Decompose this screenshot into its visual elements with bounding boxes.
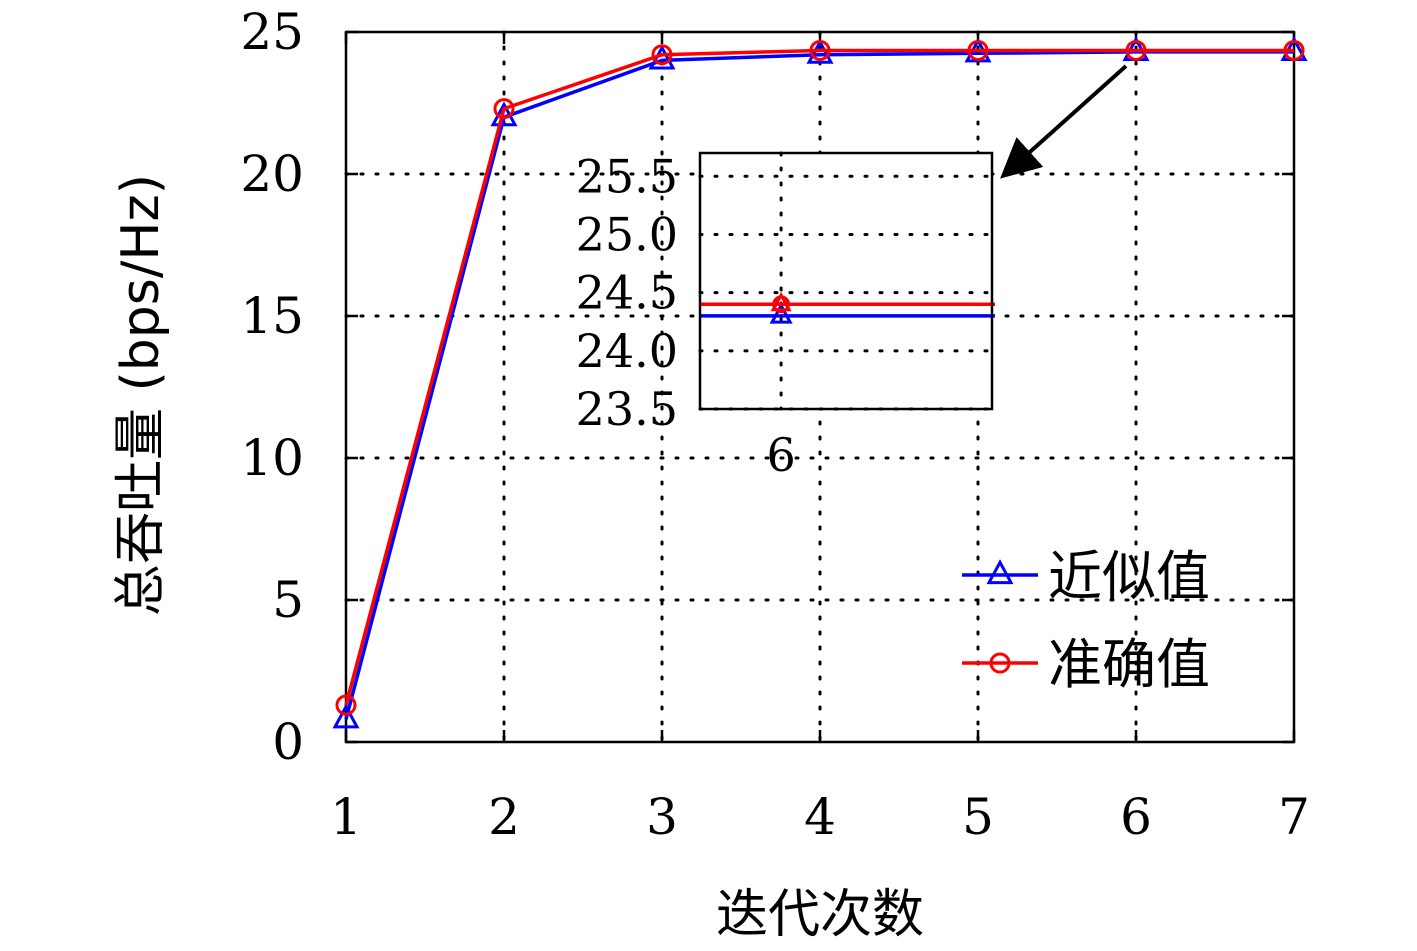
inset-x-tick-labels: 6: [766, 428, 795, 482]
series-marker: [967, 39, 989, 61]
inset-background: [700, 153, 992, 409]
series-marker: [770, 291, 792, 312]
series-marker: [986, 559, 1014, 585]
y-axis-title: 总吞吐量 (bps/Hz): [111, 174, 171, 616]
series-marker: [809, 39, 831, 61]
x-tick-label: 6: [1120, 788, 1152, 846]
y-tick-label: 5: [272, 571, 304, 629]
inset-y-tick-label: 25.5: [576, 149, 678, 203]
series-marker: [1125, 39, 1147, 61]
x-tick-labels: 1 2 3 4 5 6 7: [330, 788, 1310, 846]
y-tick-label: 20: [240, 145, 304, 203]
inset-frame: [698, 151, 994, 411]
y-tick-label: 10: [240, 429, 304, 487]
series-marker: [335, 694, 357, 716]
x-tick-label: 2: [488, 788, 520, 846]
y-tick-labels: 0 5 10 15 20 25: [240, 3, 304, 771]
series-marker: [332, 703, 360, 729]
series-marker: [989, 652, 1011, 674]
series-marker: [651, 44, 673, 66]
inset-x-tick-label: 6: [766, 428, 795, 482]
series-marker: [493, 98, 515, 120]
x-tick-label: 4: [804, 788, 836, 846]
series-line: [344, 48, 1294, 706]
x-tick-label: 1: [330, 788, 362, 846]
series-marker: [1283, 39, 1305, 61]
inset-y-tick-label: 24.0: [576, 324, 678, 378]
y-tick-label: 25: [240, 3, 304, 61]
x-tick-label: 3: [646, 788, 678, 846]
inset-series: [700, 291, 995, 324]
inset-y-tick-label: 24.5: [576, 266, 678, 320]
zoom-arrow: [1000, 64, 1128, 179]
x-axis-title: 迭代次数: [716, 885, 924, 945]
legend-label: 近似值: [1048, 545, 1210, 608]
main-series: [332, 36, 1308, 729]
series-marker: [769, 302, 793, 324]
legend-label: 准确值: [1048, 633, 1210, 696]
inset-y-tick-label: 25.0: [576, 207, 678, 261]
inset-y-tick-label: 23.5: [576, 382, 678, 436]
x-tick-label: 7: [1278, 788, 1310, 846]
inset-y-tick-labels: 23.524.024.525.025.5: [576, 149, 678, 436]
y-tick-label: 0: [272, 713, 304, 771]
x-tick-label: 5: [962, 788, 994, 846]
y-tick-label: 15: [240, 287, 304, 345]
